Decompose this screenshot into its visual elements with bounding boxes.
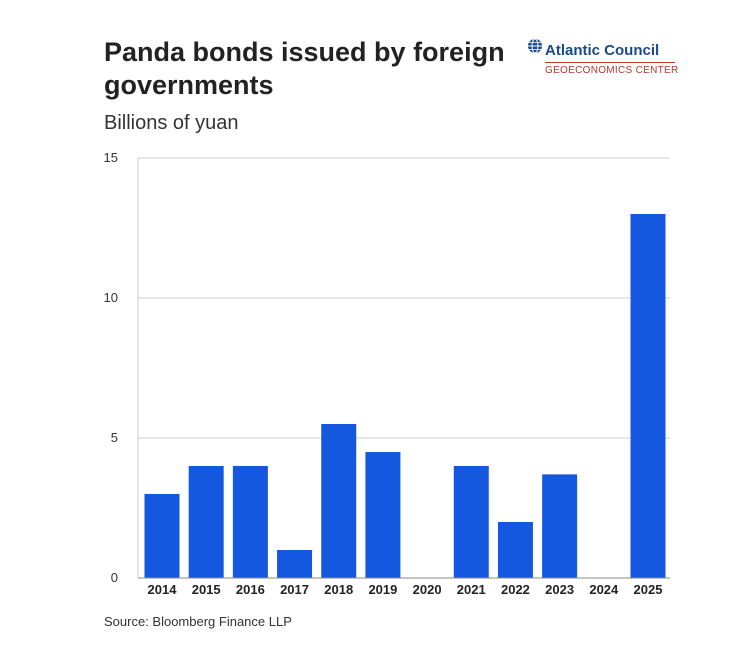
x-tick-label: 2025: [634, 582, 663, 597]
bar-2021: [453, 466, 489, 578]
x-tick-label: 2021: [457, 582, 486, 597]
x-tick-label: 2015: [192, 582, 221, 597]
atlantic-council-logo: Atlantic Council GEOECONOMICS CENTER: [527, 38, 687, 80]
x-tick-label: 2016: [236, 582, 265, 597]
bar-2014: [144, 494, 180, 578]
y-tick-label: 0: [111, 570, 118, 585]
x-axis-ticks: 2014 2015 2016 2017 2018 2019 2020 2021 2022 2023…: [148, 582, 663, 597]
logo-center-text: GEOECONOMICS CENTER: [545, 65, 679, 76]
logo-divider: [545, 62, 675, 63]
bar-2019: [365, 452, 401, 578]
grid-lines: [138, 157, 670, 439]
bar-2017: [277, 550, 313, 578]
bar-2018: [321, 424, 357, 578]
x-tick-label: 2014: [148, 582, 178, 597]
bar-2023: [542, 474, 578, 578]
bar-2022: [497, 522, 533, 578]
globe-icon: [528, 38, 542, 54]
bar-2015: [188, 466, 224, 578]
y-tick-label: 10: [104, 290, 118, 305]
x-tick-label: 2017: [280, 582, 309, 597]
y-tick-label: 15: [104, 150, 118, 165]
bar-2025: [630, 214, 666, 578]
x-tick-label: 2024: [589, 582, 619, 597]
chart-subtitle: Billions of yuan: [104, 112, 239, 134]
source-note: Source: Bloomberg Finance LLP: [104, 614, 292, 629]
logo-brand-text: Atlantic Council: [545, 42, 660, 59]
y-tick-label: 5: [111, 430, 118, 445]
x-tick-label: 2018: [324, 582, 353, 597]
x-tick-label: 2019: [368, 582, 397, 597]
x-tick-label: 2023: [545, 582, 574, 597]
chart-title: Panda bonds issued by foreign government…: [104, 37, 505, 100]
x-tick-label: 2020: [413, 582, 442, 597]
y-axis-ticks: 0 5 10 15: [104, 150, 118, 585]
x-tick-label: 2022: [501, 582, 530, 597]
bar-2016: [232, 466, 268, 578]
bars: [144, 214, 666, 578]
